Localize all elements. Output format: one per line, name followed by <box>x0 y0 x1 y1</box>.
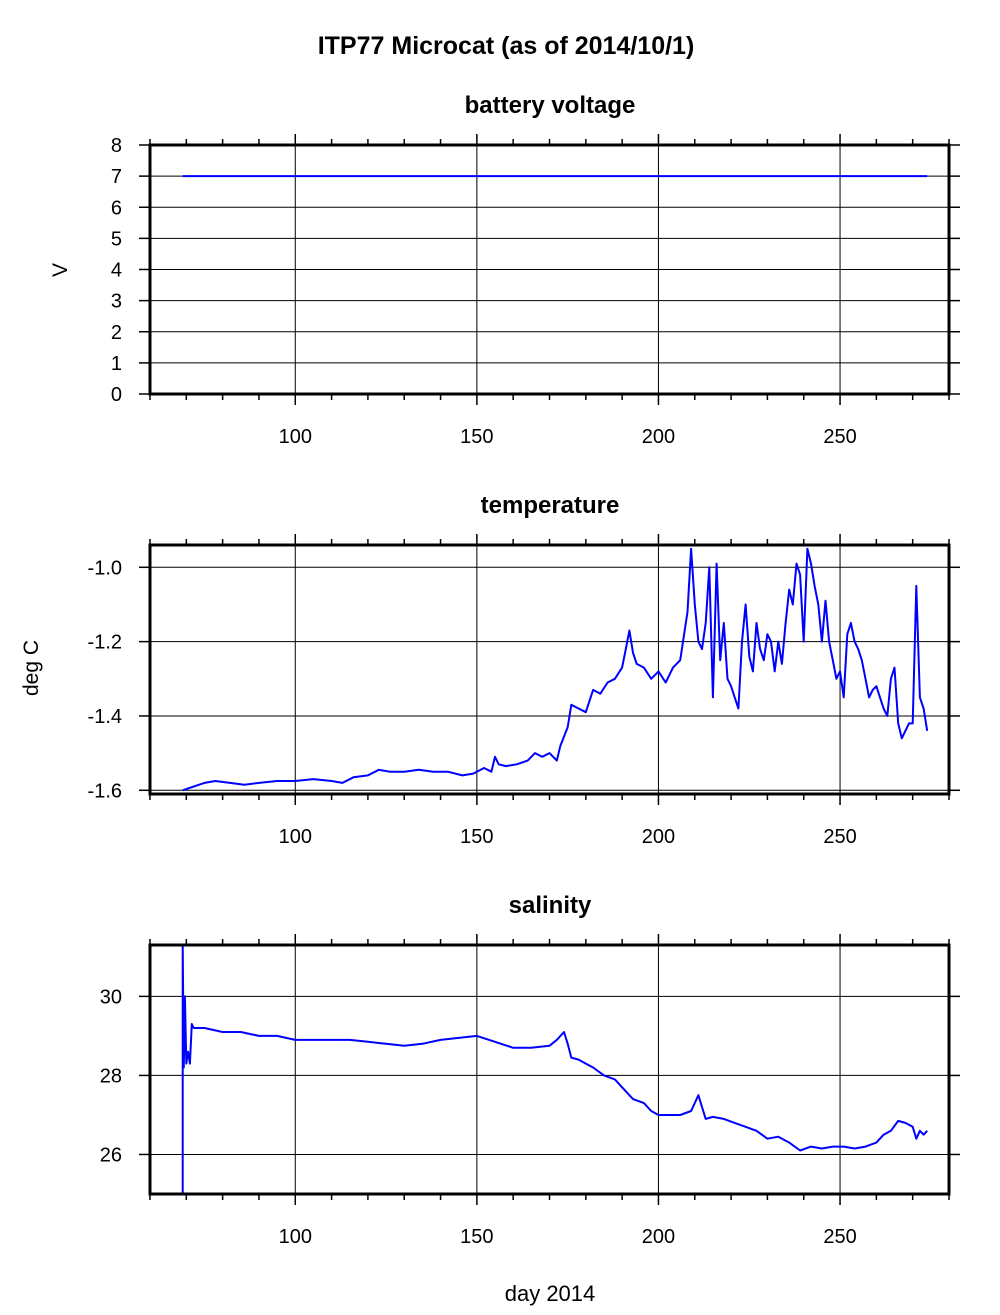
x-tick-label: 250 <box>823 1226 856 1248</box>
panel-battery-voltage: battery voltage V 100 150 200 250 0 1 2 3 4 5 6 7 8 <box>49 92 960 448</box>
plot-frame-temperature <box>148 543 951 796</box>
grid-salinity <box>150 945 949 1194</box>
x-tick-label: 200 <box>642 426 675 448</box>
panel-temperature: temperature deg C 100 150 200 250 -1.6 -1.4 -1… <box>20 492 960 848</box>
x-tick-label: 100 <box>279 426 312 448</box>
x-axis-label: day 2014 <box>505 1281 596 1306</box>
y-tick-label: 4 <box>111 260 122 282</box>
y-tick-label: 2 <box>111 322 122 344</box>
x-tick-label: 150 <box>460 426 493 448</box>
y-tick-label: 7 <box>111 166 122 188</box>
x-tick-label: 200 <box>642 1226 675 1248</box>
plot-frame-salinity <box>148 943 951 1196</box>
x-tick-label: 250 <box>823 426 856 448</box>
y-tick-label: 26 <box>100 1144 122 1166</box>
x-tick-label: 250 <box>823 826 856 848</box>
y-tick-label: 8 <box>111 135 122 157</box>
panel-title-battery-voltage: battery voltage <box>465 92 636 119</box>
ticks-salinity <box>139 934 960 1205</box>
y-tick-label: 0 <box>111 384 122 406</box>
y-tick-label: -1.0 <box>88 557 122 579</box>
y-axis-label-temperature: deg C <box>20 640 43 696</box>
series-line-temperature <box>182 547 929 792</box>
y-tick-label: -1.6 <box>88 780 122 802</box>
y-tick-label: 28 <box>100 1065 122 1087</box>
y-tick-label: 6 <box>111 197 122 219</box>
ticks-temperature <box>139 534 960 805</box>
x-tick-label: 150 <box>460 826 493 848</box>
x-tick-label: 100 <box>279 826 312 848</box>
x-tick-label: 100 <box>279 1226 312 1248</box>
grid-battery-voltage <box>150 145 949 394</box>
panel-title-temperature: temperature <box>481 492 620 519</box>
x-tick-label: 200 <box>642 826 675 848</box>
y-tick-label: -1.2 <box>88 632 122 654</box>
y-tick-label: 3 <box>111 291 122 313</box>
panel-salinity: salinity 100 150 200 250 26 28 30 <box>100 892 960 1248</box>
grid-temperature <box>150 545 949 794</box>
y-axis-label-battery-voltage: V <box>49 263 72 277</box>
y-tick-label: -1.4 <box>88 706 122 728</box>
figure-title: ITP77 Microcat (as of 2014/10/1) <box>318 32 695 60</box>
panel-title-salinity: salinity <box>509 892 592 919</box>
series-line-salinity <box>181 944 928 1194</box>
y-tick-label: 30 <box>100 986 122 1008</box>
y-tick-label: 5 <box>111 228 122 250</box>
y-tick-label: 1 <box>111 353 122 375</box>
x-tick-label: 150 <box>460 1226 493 1248</box>
plot-frame-battery-voltage <box>148 143 951 396</box>
